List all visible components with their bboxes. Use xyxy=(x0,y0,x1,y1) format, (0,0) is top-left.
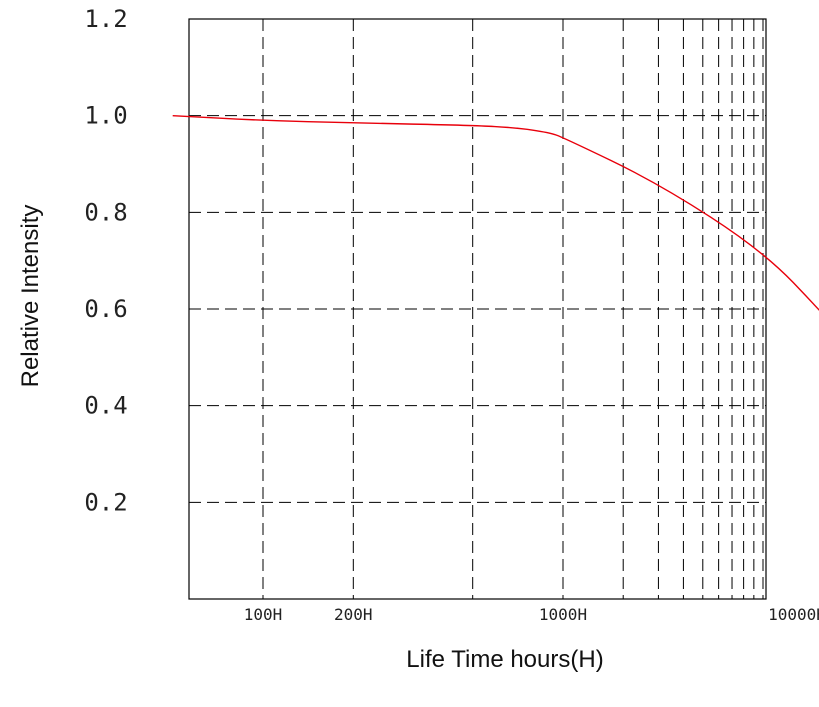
y-tick-label: 0.8 xyxy=(84,198,127,226)
series-line xyxy=(172,114,819,311)
x-tick-label: 100H xyxy=(244,605,283,624)
series-layer xyxy=(172,114,819,311)
x-tick-label: 200H xyxy=(334,605,373,624)
x-axis-label: Life Time hours(H) xyxy=(406,646,603,673)
x-tick-labels: 100H200H1000H10000H100000H xyxy=(244,605,819,624)
plot-area-frame xyxy=(188,18,767,600)
y-tick-labels: 0.2 0.4 0.6 0.8 1.0 1.2 xyxy=(84,5,127,516)
y-tick-label: 0.2 xyxy=(84,488,127,516)
y-tick-label: 0.4 xyxy=(84,392,127,420)
y-tick-label: 0.6 xyxy=(84,295,127,323)
x-tick-label: 1000H xyxy=(539,605,587,624)
x-tick-label: 10000H xyxy=(768,605,819,624)
y-tick-label: 1.2 xyxy=(84,5,127,33)
y-axis-label: Relative Intensity xyxy=(17,205,44,388)
grid-lines xyxy=(189,19,766,599)
y-tick-label: 1.0 xyxy=(84,102,127,130)
